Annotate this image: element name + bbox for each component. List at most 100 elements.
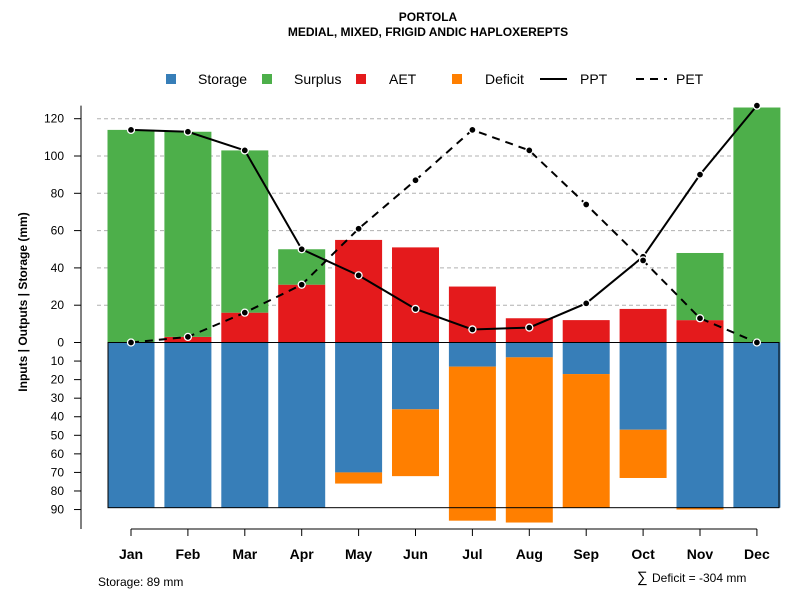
pet-point [354,224,363,233]
storage-bar [562,342,610,375]
deficit-bar [676,507,724,510]
storage-bar [619,342,667,430]
x-tick-label: Dec [744,546,770,562]
y-tick-label: 90 [51,503,65,517]
legend-label-ppt: PPT [580,71,608,87]
pet-line [130,128,758,344]
legend-label-aet: AET [389,71,417,87]
y-tick-label: 30 [51,391,65,405]
pet-point [525,146,534,155]
storage-frame [107,342,780,509]
y-tick-label: 120 [44,112,64,126]
ppt-point [183,127,193,136]
y-tick-label: 50 [51,428,65,442]
storage-bar [676,342,724,508]
series-lines [126,101,762,347]
ppt-point [468,325,477,334]
aet-bar [619,308,667,343]
x-tick-label: Apr [290,546,315,562]
y-axis-label: Inputs | Outputs | Storage (mm) [16,212,30,391]
surplus-bar [278,249,326,285]
legend: Storage Surplus AET Deficit PPT PET [166,71,704,87]
bars [107,107,781,523]
ppt-point [582,299,591,308]
deficit-footer: Deficit = -304 mm [652,571,746,585]
ppt-point [752,101,762,110]
surplus-bar [107,129,155,343]
axes: 0 20 40 60 80 100 120 10 20 30 40 50 60 70 80 90 Jan Feb M… [44,105,770,562]
pet-point [582,200,591,209]
ppt-point [126,125,136,135]
storage-bar [164,342,212,508]
aet-bar [221,312,269,343]
legend-swatch-surplus [262,74,272,84]
legend-label-storage: Storage [198,71,247,87]
x-tick-label: May [345,546,372,562]
deficit-bar [335,472,383,484]
ppt-point [240,146,249,155]
x-tick-label: Oct [631,546,655,562]
aet-bar [448,286,496,343]
ppt-point [411,304,420,314]
storage-bar [733,342,781,508]
deficit-bar [619,429,667,478]
aet-bar [562,320,610,343]
legend-swatch-deficit [452,74,462,84]
storage-bar [107,342,155,508]
legend-label-deficit: Deficit [485,71,524,87]
surplus-bar [164,131,212,337]
y-tick-label: 60 [51,224,65,238]
legend-label-pet: PET [676,71,704,87]
pet-point [752,338,762,347]
legend-swatch-aet [356,74,366,84]
x-tick-label: Aug [516,546,543,562]
deficit-bar [448,366,496,521]
pet-point [183,332,193,342]
pet-point [638,256,648,265]
x-tick-label: Nov [687,546,714,562]
legend-label-surplus: Surplus [294,71,341,87]
deficit-bar [392,409,439,477]
x-tick-label: Jul [462,546,482,562]
storage-bar [392,342,439,410]
storage-bar [278,342,326,508]
aet-bar [676,320,724,343]
chart-subtitle: MEDIAL, MIXED, FRIGID ANDIC HAPLOXEREPTS [288,25,568,39]
aet-bar [392,247,439,343]
aet-bar [278,284,326,343]
storage-bar [505,342,553,358]
deficit-bar [505,357,553,523]
ppt-line [130,105,758,331]
pet-point [411,176,420,185]
y-tick-label: 40 [51,410,65,424]
deficit-sum-symbol: ∑ [637,569,648,586]
pet-point [695,314,705,323]
pet-point [297,280,306,289]
ppt-point [525,323,534,332]
pet-point [240,308,249,317]
y-tick-label: 20 [51,298,65,312]
ppt-point [354,271,363,280]
x-tick-label: Mar [232,546,257,562]
ppt-point [695,170,705,179]
x-tick-label: Jan [119,546,143,562]
surplus-bar [221,150,269,313]
deficit-bar [562,374,610,508]
y-tick-label: 10 [51,354,65,368]
y-tick-label: 80 [51,186,65,200]
x-tick-label: Sep [573,546,599,562]
y-tick-label: 70 [51,465,65,479]
x-tick-label: Jun [403,546,428,562]
pet-point [468,125,477,135]
legend-swatch-storage [166,74,176,84]
lower-panel-frame [107,342,780,509]
y-tick-label: 20 [51,373,65,387]
pet-point [126,338,136,347]
storage-bar [335,342,383,473]
aet-bar [335,239,383,343]
surplus-bar [733,107,781,343]
y-tick-label: 80 [51,484,65,498]
storage-footer: Storage: 89 mm [98,575,183,589]
y-tick-label: 0 [57,336,64,350]
